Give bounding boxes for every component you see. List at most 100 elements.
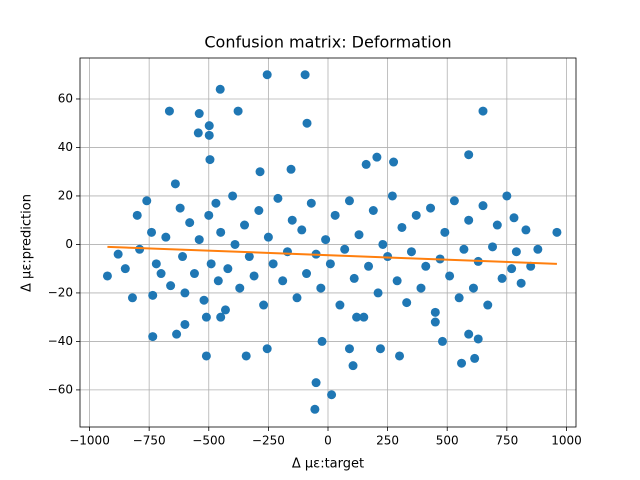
scatter-point [426, 203, 436, 213]
scatter-point [185, 218, 195, 228]
scatter-point [521, 225, 531, 235]
scatter-point [321, 235, 331, 245]
scatter-point [468, 283, 478, 293]
scatter-point [352, 312, 362, 322]
scatter-point [430, 317, 440, 327]
scatter-point [507, 264, 517, 274]
scatter-point [286, 164, 296, 174]
scatter-point [316, 283, 326, 293]
scatter-point [262, 344, 272, 354]
scatter-point [473, 334, 483, 344]
y-tick-label: −40 [48, 334, 73, 348]
scatter-point [340, 244, 350, 254]
scatter-point [395, 351, 405, 361]
x-tick-label: 1000 [551, 434, 582, 448]
scatter-point [178, 252, 188, 262]
scatter-point [348, 361, 358, 371]
scatter-point [282, 247, 292, 257]
scatter-point [421, 261, 431, 271]
scatter-point [142, 196, 152, 206]
scatter-point [368, 205, 378, 215]
scatter-point [220, 305, 230, 315]
y-axis-label: Δ με:prediction [20, 194, 35, 292]
scatter-point [310, 404, 320, 414]
scatter-point [511, 247, 521, 257]
scatter-point [457, 358, 467, 368]
x-tick-label: −1000 [69, 434, 110, 448]
scatter-point [204, 121, 214, 131]
scatter-point [437, 336, 447, 346]
scatter-point [287, 215, 297, 225]
scatter-point [440, 227, 450, 237]
scatter-point [216, 312, 226, 322]
scatter-point [194, 109, 204, 119]
scatter-point [464, 150, 474, 160]
scatter-point [430, 307, 440, 317]
y-tick-label: 20 [58, 188, 73, 202]
y-tick-label: −20 [48, 285, 73, 299]
scatter-point [327, 390, 337, 400]
x-tick-label: 500 [436, 434, 459, 448]
scatter-point [330, 210, 340, 220]
scatter-point [235, 283, 245, 293]
scatter-point [180, 319, 190, 329]
scatter-point [132, 210, 142, 220]
scatter-point [552, 227, 562, 237]
scatter-point [268, 259, 278, 269]
scatter-point [454, 293, 464, 303]
scatter-point [470, 353, 480, 363]
y-tick-label: 60 [58, 91, 73, 105]
x-axis-label: Δ με:target [292, 457, 364, 472]
scatter-point [215, 84, 225, 94]
scatter-point [302, 269, 312, 279]
scatter-point [199, 295, 209, 305]
scatter-point [172, 329, 182, 339]
scatter-point [300, 70, 310, 80]
scatter-point [213, 276, 223, 286]
scatter-point [361, 159, 371, 169]
scatter-point [389, 157, 399, 167]
scatter-point [364, 261, 374, 271]
scatter-point [216, 227, 226, 237]
scatter-point [201, 312, 211, 322]
scatter-point [170, 179, 180, 189]
scatter-point [205, 155, 215, 165]
scatter-point [244, 252, 254, 262]
scatter-point [189, 269, 199, 279]
scatter-point [292, 293, 302, 303]
scatter-point [240, 220, 250, 230]
scatter-point [445, 271, 455, 281]
scatter-point [204, 210, 214, 220]
scatter-point [201, 351, 211, 361]
scatter-point [206, 259, 216, 269]
scatter-point [516, 278, 526, 288]
scatter-point [135, 244, 145, 254]
scatter-point [344, 344, 354, 354]
scatter-point [387, 191, 397, 201]
scatter-point [464, 329, 474, 339]
scatter-point [397, 222, 407, 232]
scatter-point [464, 215, 474, 225]
scatter-point [306, 198, 316, 208]
scatter-point [147, 227, 157, 237]
x-tick-label: 750 [495, 434, 518, 448]
scatter-point [478, 106, 488, 116]
x-tick-label: 0 [324, 434, 332, 448]
x-tick-label: −500 [192, 434, 225, 448]
scatter-point [273, 193, 283, 203]
scatter-point [166, 281, 176, 291]
scatter-point [228, 191, 238, 201]
scatter-point [302, 118, 312, 128]
scatter-point [402, 298, 412, 308]
scatter-point [230, 239, 240, 249]
scatter-point [406, 247, 416, 257]
y-tick-label: 0 [65, 237, 73, 251]
scatter-point [259, 300, 269, 310]
scatter-point [148, 290, 158, 300]
scatter-point [378, 239, 388, 249]
y-tick-label: −60 [48, 382, 73, 396]
scatter-point [359, 312, 369, 322]
scatter-point [372, 152, 382, 162]
scatter-point [526, 261, 536, 271]
